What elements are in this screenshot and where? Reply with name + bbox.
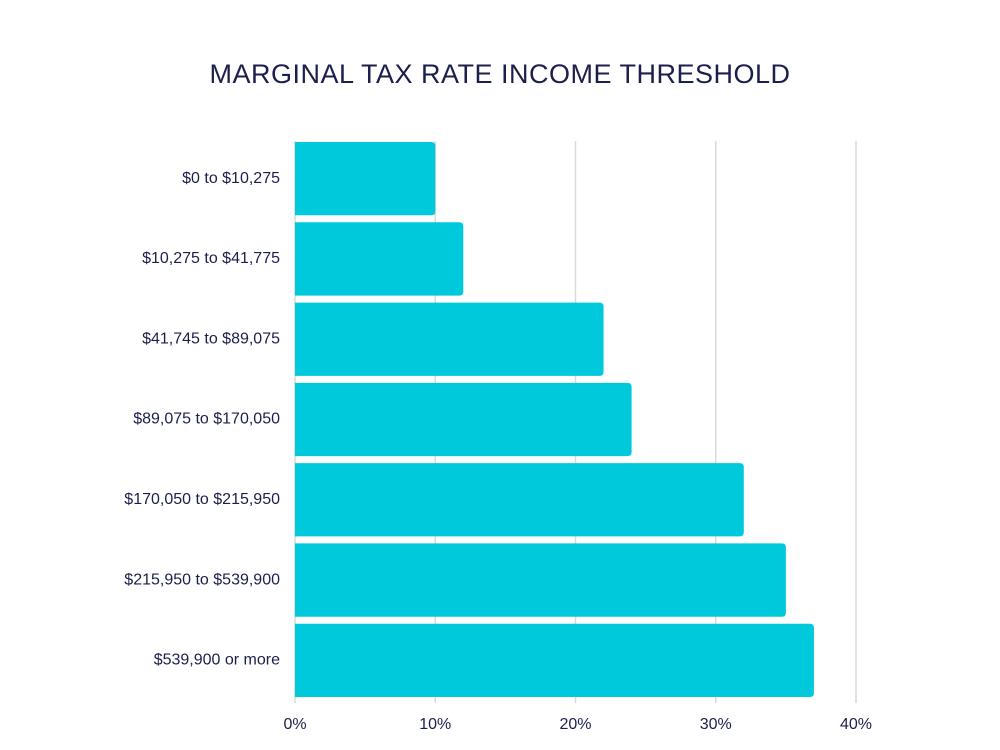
y-tick-label: $0 to $10,275 (182, 170, 280, 187)
y-tick-label: $170,050 to $215,950 (124, 491, 280, 508)
bar (295, 543, 786, 617)
x-tick-label: 10% (419, 716, 451, 733)
y-tick-label: $41,745 to $89,075 (142, 330, 280, 347)
y-tick-label: $89,075 to $170,050 (133, 411, 280, 428)
x-tick-label: 0% (283, 716, 306, 733)
y-tick-label: $539,900 or more (154, 652, 280, 669)
y-tick-label: $215,950 to $539,900 (124, 571, 280, 588)
bar (295, 222, 464, 296)
x-tick-label: 30% (700, 716, 732, 733)
bar (295, 623, 814, 697)
x-tick-label: 40% (840, 716, 872, 733)
bar (295, 302, 604, 376)
bar (295, 463, 744, 537)
chart-title: MARGINAL TAX RATE INCOME THRESHOLD (209, 59, 790, 89)
bar (295, 142, 436, 216)
y-tick-label: $10,275 to $41,775 (142, 250, 280, 267)
bar (295, 382, 632, 457)
x-tick-label: 20% (559, 716, 591, 733)
